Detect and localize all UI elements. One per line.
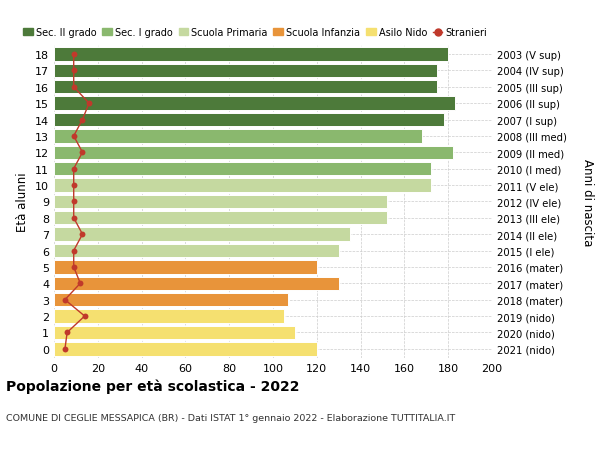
Bar: [54, 212, 387, 225]
Bar: [54, 81, 437, 94]
Bar: [54, 195, 387, 209]
Bar: [54, 65, 437, 78]
Text: Popolazione per età scolastica - 2022: Popolazione per età scolastica - 2022: [6, 379, 299, 393]
Point: [69, 51, 79, 59]
Bar: [54, 113, 444, 127]
Bar: [54, 310, 284, 323]
Point: [69, 166, 79, 173]
Bar: [54, 261, 317, 274]
Text: COMUNE DI CEGLIE MESSAPICA (BR) - Dati ISTAT 1° gennaio 2022 - Elaborazione TUTT: COMUNE DI CEGLIE MESSAPICA (BR) - Dati I…: [6, 413, 455, 422]
Point: [84, 100, 94, 107]
Point: [76, 280, 85, 287]
Y-axis label: Età alunni: Età alunni: [16, 172, 29, 232]
Bar: [54, 162, 431, 176]
Point: [69, 84, 79, 91]
Point: [60, 297, 70, 304]
Point: [69, 215, 79, 222]
Point: [80, 313, 89, 320]
Point: [77, 149, 87, 157]
Point: [60, 345, 70, 353]
Point: [69, 182, 79, 189]
Bar: [54, 130, 422, 143]
Bar: [54, 179, 431, 192]
Bar: [54, 244, 338, 257]
Bar: [54, 342, 317, 356]
Point: [69, 263, 79, 271]
Y-axis label: Anni di nascita: Anni di nascita: [581, 158, 593, 246]
Point: [77, 117, 87, 124]
Bar: [54, 326, 295, 339]
Bar: [54, 293, 289, 307]
Bar: [54, 277, 338, 291]
Point: [69, 247, 79, 255]
Point: [69, 133, 79, 140]
Point: [62, 329, 72, 336]
Point: [69, 198, 79, 206]
Legend: Sec. II grado, Sec. I grado, Scuola Primaria, Scuola Infanzia, Asilo Nido, Stran: Sec. II grado, Sec. I grado, Scuola Prim…: [23, 28, 487, 38]
Bar: [54, 97, 455, 111]
Point: [69, 67, 79, 75]
Bar: [54, 146, 452, 160]
Bar: [54, 48, 448, 62]
Bar: [54, 228, 350, 241]
Point: [77, 231, 87, 238]
